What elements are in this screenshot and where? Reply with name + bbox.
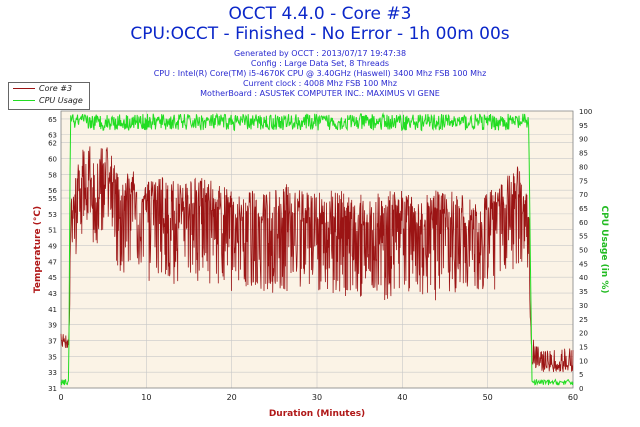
y-tick-label: 31: [48, 385, 57, 393]
series-line-cpu-usage: [60, 111, 574, 386]
y2-tick-label: 35: [579, 288, 588, 296]
y2-tick-label: 95: [579, 122, 588, 130]
legend: Core #3 CPU Usage: [8, 82, 90, 110]
y-tick-label: 65: [48, 116, 57, 124]
y-tick-label: 53: [48, 211, 57, 219]
y2-tick-label: 45: [579, 260, 588, 268]
x-tick-label: 10: [141, 393, 151, 402]
y-tick-label: 41: [48, 306, 57, 314]
y2-tick-label: 90: [579, 136, 588, 144]
y2-tick-label: 70: [579, 191, 588, 199]
x-axis-label: Duration (Minutes): [269, 409, 365, 419]
title: OCCT 4.4.0 - Core #3: [228, 4, 412, 24]
y2-tick-label: 65: [579, 205, 588, 213]
x-tick-label: 30: [312, 393, 322, 402]
y-tick-label: 37: [48, 338, 57, 346]
x-tick-label: 60: [568, 393, 578, 402]
y2-tick-label: 10: [579, 357, 588, 365]
series-line-core3: [60, 146, 574, 373]
y2-axis-label: CPU Usage (in %): [599, 206, 609, 294]
y2-tick-label: 15: [579, 343, 588, 351]
y-tick-label: 51: [48, 227, 57, 235]
legend-item-cpu: CPU Usage: [13, 96, 83, 108]
x-tick-label: 20: [227, 393, 237, 402]
legend-item-core3: Core #3: [13, 84, 72, 96]
y2-tick-label: 50: [579, 247, 588, 255]
y-tick-label: 60: [48, 155, 57, 163]
legend-swatch-cpu: [13, 100, 35, 101]
y-tick-label: 43: [48, 290, 57, 298]
y-tick-label: 63: [48, 132, 57, 140]
y2-tick-label: 60: [579, 219, 588, 227]
plot-border: [60, 110, 574, 389]
y-tick-label: 47: [48, 258, 57, 266]
y2-tick-label: 30: [579, 302, 588, 310]
y2-tick-label: 25: [579, 316, 588, 324]
y-tick-label: 58: [48, 171, 57, 179]
y-axis-label: Temperature (°C): [33, 206, 43, 293]
y-tick-label: 39: [48, 322, 57, 330]
legend-swatch-core3: [13, 88, 35, 89]
y2-tick-label: 85: [579, 150, 588, 158]
y-tick-label: 49: [48, 243, 57, 251]
x-tick-label: 50: [483, 393, 493, 402]
y2-tick-label: 100: [579, 108, 592, 116]
y2-tick-label: 20: [579, 330, 588, 338]
x-tick-label: 40: [397, 393, 407, 402]
legend-label-cpu: CPU Usage: [39, 96, 83, 105]
subtitle: CPU:OCCT - Finished - No Error - 1h 00m …: [130, 24, 510, 44]
info-clock: Current clock : 4008 Mhz FSB 100 Mhz: [242, 79, 398, 88]
y-tick-label: 62: [48, 140, 57, 148]
y2-tick-label: 40: [579, 274, 588, 282]
y-tick-label: 56: [48, 187, 57, 195]
y2-tick-label: 75: [579, 177, 588, 185]
info-cpu: CPU : Intel(R) Core(TM) i5-4670K CPU @ 3…: [153, 69, 487, 78]
y-tick-label: 35: [48, 353, 57, 361]
x-tick-label: 0: [58, 393, 63, 402]
info-config: Config : Large Data Set, 8 Threads: [250, 59, 390, 68]
y2-tick-label: 5: [579, 371, 583, 379]
y2-tick-label: 80: [579, 163, 588, 171]
info-generated: Generated by OCCT : 2013/07/17 19:47:38: [233, 49, 407, 58]
y-tick-label: 45: [48, 274, 57, 282]
y-tick-label: 33: [48, 369, 57, 377]
y-tick-label: 55: [48, 195, 57, 203]
y2-tick-label: 55: [579, 233, 588, 241]
info-motherboard: MotherBoard : ASUSTeK COMPUTER INC.: MAX…: [200, 89, 440, 98]
y2-tick-label: 0: [579, 385, 583, 393]
legend-label-core3: Core #3: [39, 84, 73, 93]
